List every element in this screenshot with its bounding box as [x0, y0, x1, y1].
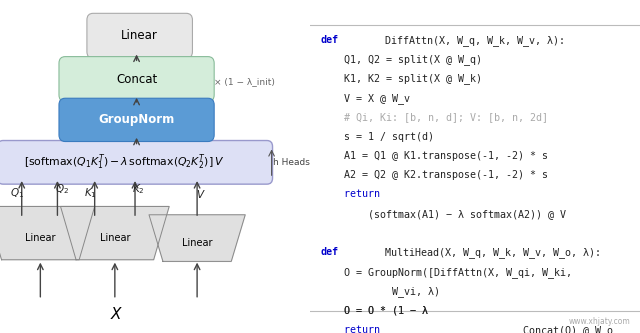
- Text: Linear: Linear: [121, 29, 158, 42]
- FancyBboxPatch shape: [59, 98, 214, 142]
- FancyBboxPatch shape: [59, 57, 214, 102]
- Text: W_vi, λ): W_vi, λ): [320, 286, 446, 297]
- Text: GroupNorm: GroupNorm: [99, 113, 175, 127]
- Text: $[\mathrm{softmax}(Q_1K_1^T) - \lambda\,\mathrm{softmax}(Q_2K_2^T)]\,V$: $[\mathrm{softmax}(Q_1K_1^T) - \lambda\,…: [24, 153, 224, 172]
- Text: return: return: [320, 189, 380, 199]
- Text: Concat(O) @ W_o: Concat(O) @ W_o: [517, 325, 613, 333]
- FancyBboxPatch shape: [0, 141, 273, 184]
- Text: def: def: [320, 247, 339, 257]
- Text: A1 = Q1 @ K1.transpose(-1, -2) * s: A1 = Q1 @ K1.transpose(-1, -2) * s: [320, 151, 548, 161]
- Text: Linear: Linear: [100, 233, 130, 243]
- Polygon shape: [149, 215, 245, 261]
- Text: K1, K2 = split(X @ W_k): K1, K2 = split(X @ W_k): [320, 74, 483, 85]
- Text: O = O * (1 − λ: O = O * (1 − λ: [320, 305, 428, 315]
- Text: $K_1$: $K_1$: [84, 186, 97, 200]
- Text: O = O * (1 − λ: O = O * (1 − λ: [320, 305, 428, 315]
- Text: Q1, Q2 = split(X @ W_q): Q1, Q2 = split(X @ W_q): [320, 54, 483, 65]
- Text: $K_2$: $K_2$: [132, 183, 145, 196]
- Text: O = GroupNorm([DiffAttn(X, W_qi, W_ki,: O = GroupNorm([DiffAttn(X, W_qi, W_ki,: [320, 267, 572, 278]
- Text: $Q_1$: $Q_1$: [10, 186, 24, 200]
- Text: www.xhjaty.com: www.xhjaty.com: [568, 317, 630, 326]
- Text: s = 1 / sqrt(d): s = 1 / sqrt(d): [320, 132, 435, 142]
- Text: Linear: Linear: [182, 238, 212, 248]
- Polygon shape: [0, 206, 95, 260]
- Text: (softmax(A1) − λ softmax(A2)) @ V: (softmax(A1) − λ softmax(A2)) @ V: [320, 209, 566, 219]
- Text: X: X: [111, 307, 122, 322]
- Text: DiffAttn(X, W_q, W_k, W_v, λ):: DiffAttn(X, W_q, W_k, W_v, λ):: [380, 35, 565, 46]
- Text: $V$: $V$: [196, 188, 206, 200]
- Text: MultiHead(X, W_q, W_k, W_v, W_o, λ):: MultiHead(X, W_q, W_k, W_v, W_o, λ):: [380, 247, 602, 258]
- Text: h Heads: h Heads: [273, 158, 310, 167]
- Text: $Q_2$: $Q_2$: [55, 183, 69, 196]
- Text: V = X @ W_v: V = X @ W_v: [320, 93, 410, 104]
- Polygon shape: [61, 206, 169, 260]
- Text: def: def: [320, 35, 339, 45]
- Text: Concat: Concat: [116, 73, 157, 86]
- FancyBboxPatch shape: [87, 13, 193, 58]
- Text: Linear: Linear: [25, 233, 56, 243]
- Text: # Qi, Ki: [b, n, d]; V: [b, n, 2d]: # Qi, Ki: [b, n, d]; V: [b, n, 2d]: [320, 112, 548, 122]
- Text: × (1 − λ_init): × (1 − λ_init): [214, 77, 275, 86]
- Text: A2 = Q2 @ K2.transpose(-1, -2) * s: A2 = Q2 @ K2.transpose(-1, -2) * s: [320, 170, 548, 180]
- Text: return: return: [320, 325, 380, 333]
